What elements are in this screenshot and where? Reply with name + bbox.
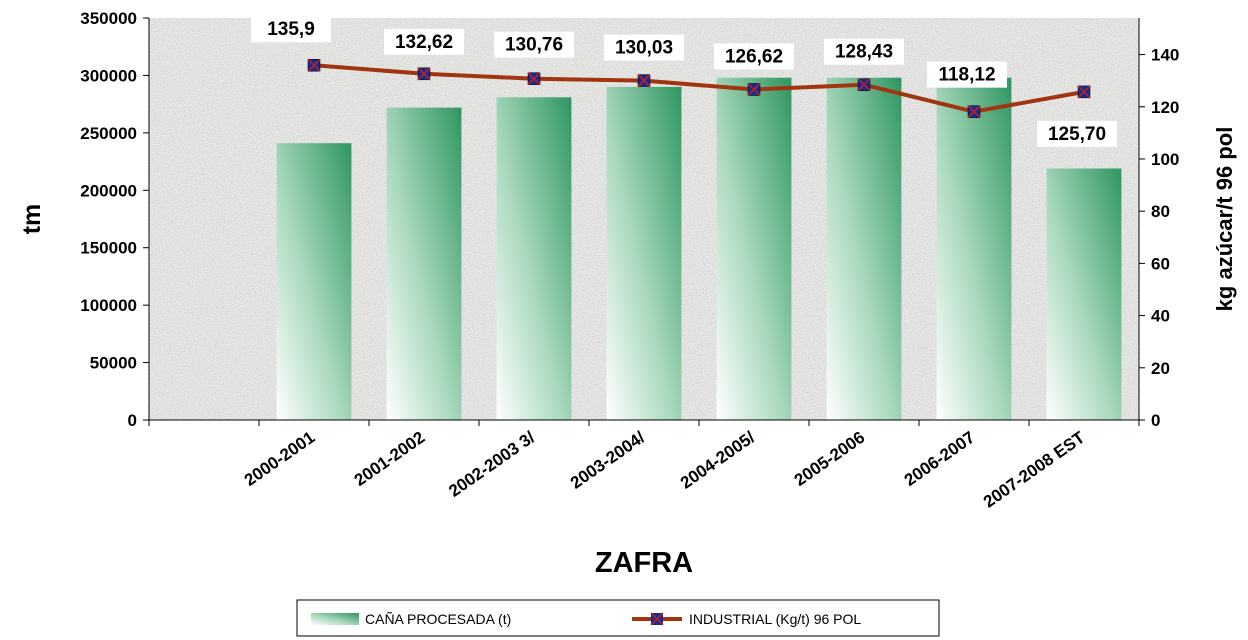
data-label-bg	[824, 38, 904, 65]
y-axis-title: tm	[18, 204, 46, 235]
line-point	[1077, 85, 1091, 99]
data-label-bg	[494, 31, 574, 58]
legend: CAÑA PROCESADA (t) INDUSTRIAL (Kg/t) 96 …	[296, 599, 940, 637]
line-point	[857, 78, 871, 92]
data-label-bg	[604, 34, 684, 61]
bar	[826, 77, 902, 420]
x-tick-label: 2002-2003 3/	[445, 428, 538, 501]
data-label: 118,12	[938, 65, 995, 86]
data-label: 125,70	[1048, 124, 1106, 145]
data-labels-layer: 135,9 132,62 130,76 130,03 126,62 128,43 118,1…	[251, 16, 1117, 147]
x-tick-label: 2004-2005/	[677, 428, 759, 493]
line-point	[417, 67, 431, 81]
data-label: 135,9	[267, 19, 315, 40]
x-tick-label: 2006-2007	[901, 428, 979, 490]
data-label-bg	[927, 61, 1007, 88]
line-point	[967, 105, 981, 119]
bar	[716, 77, 792, 420]
bars-layer	[276, 77, 1122, 421]
data-label: 130,03	[615, 38, 673, 59]
line-point	[307, 58, 321, 72]
data-label-bg	[384, 28, 464, 55]
y2-tick-label: 0	[1151, 411, 1160, 430]
data-label-bg	[1037, 120, 1117, 147]
data-label-bg	[251, 16, 331, 43]
y-tick-label: 100000	[80, 296, 137, 315]
y2-tick-label: 140	[1151, 46, 1179, 65]
legend-swatch-marker-cross	[650, 612, 664, 626]
legend-label-bars: CAÑA PROCESADA (t)	[365, 611, 511, 627]
line-point	[527, 72, 541, 86]
legend-label-line: INDUSTRIAL (Kg/t) 96 POL	[689, 611, 861, 627]
y2-axis-title: kg azúcar/t 96 pol	[1212, 127, 1237, 312]
y2-tick-label: 40	[1151, 307, 1170, 326]
line-layer	[307, 58, 1091, 119]
x-tick-label: 2003-2004/	[567, 428, 649, 493]
y2-tick-label: 20	[1151, 359, 1170, 378]
legend-box	[296, 599, 940, 637]
x-axis-title: ZAFRA	[595, 547, 693, 579]
legend-swatch-bars	[311, 613, 359, 625]
y-tick-label: 250000	[80, 124, 137, 143]
y-tick-label: 300000	[80, 66, 137, 85]
bar	[936, 77, 1012, 420]
y-tick-label: 0	[128, 411, 137, 430]
y2-tick-label: 100	[1151, 150, 1179, 169]
bar	[606, 86, 682, 421]
line-point	[747, 82, 761, 97]
data-label: 128,43	[835, 42, 893, 63]
y-tick-label: 150000	[80, 239, 137, 258]
bar	[386, 107, 462, 420]
x-tick-label: 2005-2006	[791, 428, 869, 490]
bar	[1046, 168, 1122, 420]
data-label: 130,76	[505, 35, 563, 56]
x-tick-label: 2000-2001	[241, 428, 319, 490]
data-label: 126,62	[725, 46, 783, 67]
line-series	[313, 63, 1085, 114]
y-tick-label: 200000	[80, 181, 137, 200]
x-tick-label: 2001-2002	[351, 428, 429, 490]
y2-tick-label: 120	[1151, 98, 1179, 117]
y2-tick-label: 60	[1151, 254, 1170, 273]
bar	[276, 143, 352, 420]
data-label-bg	[714, 43, 794, 70]
data-label: 132,62	[395, 32, 453, 53]
x-tick-label: 2007-2008 EST	[980, 427, 1089, 511]
y2-tick-label: 80	[1151, 202, 1170, 221]
y-tick-label: 50000	[90, 354, 137, 373]
y-tick-label: 350000	[80, 9, 137, 28]
line-point	[637, 74, 651, 88]
bar	[496, 97, 572, 421]
